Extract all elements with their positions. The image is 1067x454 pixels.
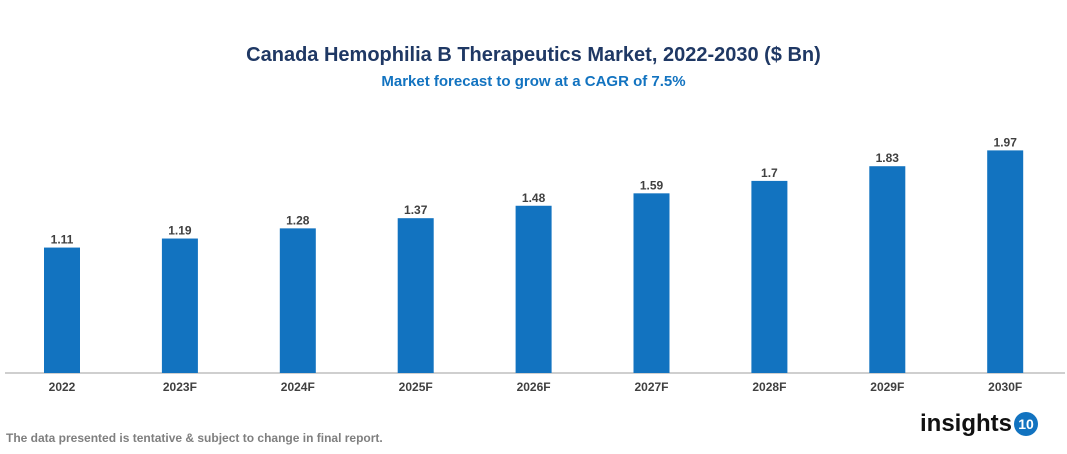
bar-2030F <box>987 150 1024 373</box>
data-label: 1.83 <box>876 151 900 165</box>
data-label: 1.19 <box>168 224 192 238</box>
data-label: 1.37 <box>404 203 428 217</box>
x-tick-label: 2025F <box>399 380 433 394</box>
data-label: 1.97 <box>994 135 1018 149</box>
logo-text: insights <box>920 410 1013 437</box>
chart-subtitle: Market forecast to grow at a CAGR of 7.5… <box>381 73 686 90</box>
bar-2022 <box>44 247 80 373</box>
x-tick-label: 2028F <box>752 380 786 394</box>
logo-number: 10 <box>1014 412 1039 436</box>
data-label: 1.59 <box>640 178 664 192</box>
data-label: 1.11 <box>51 233 74 247</box>
data-label: 1.28 <box>286 213 310 227</box>
bar-2024F <box>279 228 316 373</box>
x-tick-label: 2027F <box>634 380 668 394</box>
x-tick-label: 2022 <box>49 380 76 394</box>
insights10-logo: insights 10 <box>920 410 1039 438</box>
x-tick-label: 2029F <box>870 380 904 394</box>
bar-2029F <box>869 166 906 373</box>
data-label: 1.7 <box>761 166 778 180</box>
x-tick-label: 2026F <box>517 380 551 394</box>
chart-title: Canada Hemophilia B Therapeutics Market,… <box>246 44 821 66</box>
x-tick-label: 2024F <box>281 380 315 394</box>
data-label: 1.48 <box>522 191 546 205</box>
bar-2026F <box>515 205 552 373</box>
bar-2028F <box>751 180 788 373</box>
bar-2027F <box>633 193 670 373</box>
bar-2023F <box>161 238 198 373</box>
disclaimer-note: The data presented is tentative & subjec… <box>6 431 383 445</box>
bar-2025F <box>397 218 434 373</box>
x-tick-label: 2023F <box>163 380 197 394</box>
x-tick-label: 2030F <box>988 380 1022 394</box>
